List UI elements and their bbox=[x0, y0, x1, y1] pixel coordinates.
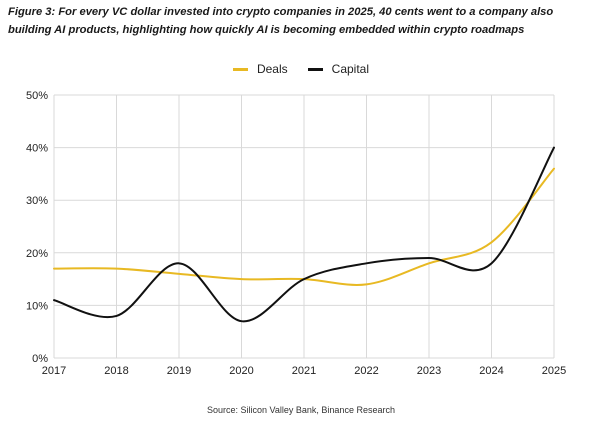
x-tick-label: 2021 bbox=[292, 365, 316, 377]
series-line-deals bbox=[53, 167, 555, 286]
legend-label-deals: Deals bbox=[256, 62, 288, 76]
legend-item-deals: Deals bbox=[232, 62, 288, 76]
x-axis-ticks: 2017 2018 2019 2020 2021 2022 2023 2024 2025 bbox=[42, 365, 566, 377]
y-tick-label: 30% bbox=[26, 195, 48, 207]
y-axis-ticks: 0% 10% 20% 30% 40% 50% bbox=[26, 90, 48, 365]
series-lines bbox=[53, 146, 555, 323]
x-tick-label: 2023 bbox=[417, 365, 441, 377]
figure-caption: Figure 3: For every VC dollar invested i… bbox=[8, 6, 554, 36]
chart-legend: Deals Capital bbox=[0, 62, 602, 76]
grid-lines bbox=[53, 94, 555, 359]
source-note: Source: Silicon Valley Bank, Binance Res… bbox=[207, 405, 395, 415]
series-line-capital bbox=[53, 146, 555, 323]
legend-item-capital: Capital bbox=[307, 62, 370, 76]
x-tick-label: 2018 bbox=[104, 365, 128, 377]
legend-swatch-capital bbox=[307, 67, 323, 71]
x-tick-label: 2019 bbox=[167, 365, 191, 377]
x-tick-label: 2020 bbox=[229, 365, 253, 377]
y-tick-label: 10% bbox=[26, 300, 48, 312]
x-tick-label: 2022 bbox=[354, 365, 378, 377]
y-tick-label: 20% bbox=[26, 248, 48, 260]
y-tick-label: 0% bbox=[32, 353, 48, 365]
y-tick-label: 40% bbox=[26, 143, 48, 155]
legend-label-capital: Capital bbox=[331, 62, 370, 76]
x-tick-label: 2024 bbox=[479, 365, 503, 377]
x-tick-label: 2025 bbox=[542, 365, 566, 377]
y-tick-label: 50% bbox=[26, 90, 48, 102]
legend-swatch-deals bbox=[232, 67, 248, 71]
x-tick-label: 2017 bbox=[42, 365, 66, 377]
